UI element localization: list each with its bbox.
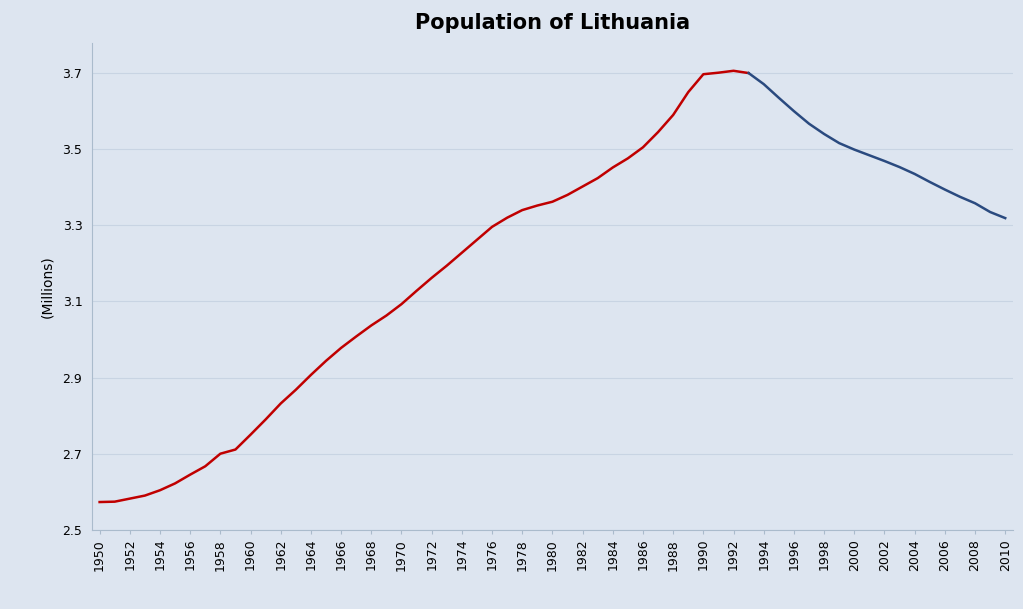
Y-axis label: (Millions): (Millions) [40,255,54,318]
Title: Population of Lithuania: Population of Lithuania [415,13,690,33]
